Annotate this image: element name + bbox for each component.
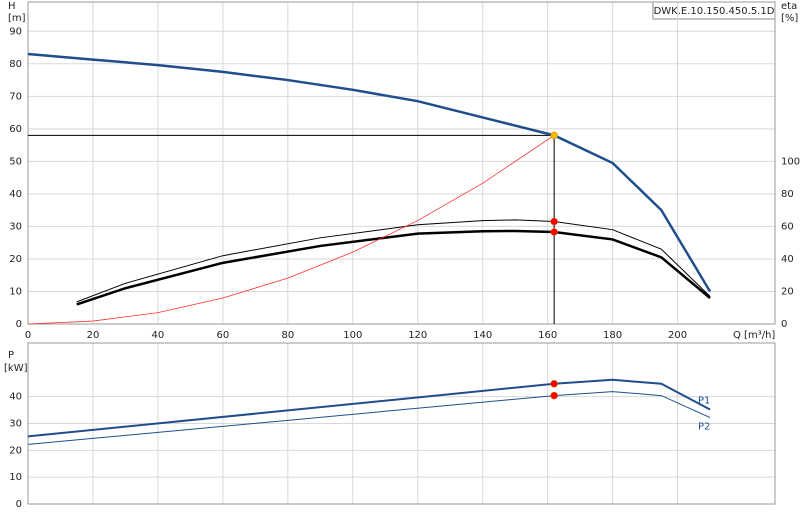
- series-line: [27, 378, 711, 438]
- y-tick-label: 30: [9, 221, 22, 232]
- y2-tick-label: 40: [781, 254, 794, 265]
- y2-tick-label: 0: [781, 319, 787, 330]
- y-tick-label: 20: [9, 445, 22, 456]
- y2-tick-label: 60: [781, 221, 794, 232]
- y-tick-label: 50: [9, 156, 22, 167]
- y-tick-label: 70: [9, 91, 22, 102]
- y-tick-label: 0: [16, 319, 22, 330]
- x-tick-label: 40: [152, 330, 165, 341]
- series-line: [27, 391, 711, 445]
- plot-frame: [27, 342, 776, 505]
- y2-axis-label: eta: [781, 1, 797, 12]
- y2-axis-unit: [%]: [781, 13, 798, 24]
- plot-frame: [27, 1, 776, 325]
- y2-tick-label: 80: [781, 189, 794, 200]
- y-tick-label: 10: [9, 472, 22, 483]
- series-label: P1: [698, 396, 710, 407]
- series-label: P2: [698, 422, 710, 433]
- series-line: [76, 229, 711, 306]
- x-tick-label: 20: [87, 330, 100, 341]
- y-tick-label: 20: [9, 254, 22, 265]
- x-tick-label: 140: [473, 330, 492, 341]
- y-axis-label: H: [8, 1, 16, 12]
- y-tick-label: 30: [9, 419, 22, 430]
- x-tick-label: 200: [668, 330, 687, 341]
- y2-tick-label: 100: [781, 156, 800, 167]
- series-line: [76, 219, 711, 303]
- y-axis-label: P: [8, 350, 14, 361]
- operating-point: [550, 380, 558, 388]
- x-tick-label: 120: [408, 330, 427, 341]
- x-tick-label: 80: [281, 330, 294, 341]
- y-tick-label: 60: [9, 124, 22, 135]
- y-axis-unit: [kW]: [4, 363, 28, 374]
- x-tick-label: 60: [217, 330, 230, 341]
- model-label: DWK.E.10.150.450.5.1D: [654, 6, 775, 17]
- series-line: [27, 52, 712, 293]
- x-tick-label: 100: [343, 330, 362, 341]
- y-tick-label: 40: [9, 189, 22, 200]
- y-tick-label: 90: [9, 26, 22, 37]
- y-tick-label: 0: [16, 499, 22, 510]
- x-tick-label: 0: [25, 330, 31, 341]
- y-tick-label: 40: [9, 392, 22, 403]
- x-tick-label: 180: [603, 330, 622, 341]
- y-tick-label: 10: [9, 286, 22, 297]
- operating-point: [550, 391, 558, 400]
- series-line: [27, 135, 555, 325]
- y2-tick-label: 20: [781, 286, 794, 297]
- operating-point: [550, 217, 558, 226]
- y-axis-unit: [m]: [8, 13, 26, 24]
- operating-point: [550, 228, 558, 236]
- x-tick-label: 160: [538, 330, 557, 341]
- x-axis-label: Q [m³/h]: [733, 330, 775, 341]
- operating-point: [550, 131, 558, 140]
- y-tick-label: 80: [9, 59, 22, 70]
